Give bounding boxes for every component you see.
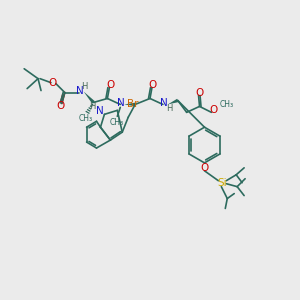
Text: Br: Br [127, 99, 139, 110]
Text: O: O [209, 105, 217, 116]
Text: H: H [166, 104, 172, 113]
Text: H: H [81, 82, 88, 91]
Text: N: N [117, 98, 125, 108]
Text: N: N [76, 85, 83, 96]
Text: Si: Si [218, 178, 227, 188]
Text: O: O [49, 78, 57, 88]
Text: O: O [106, 80, 115, 90]
Polygon shape [168, 99, 178, 104]
Text: N: N [160, 98, 168, 108]
Text: O: O [149, 80, 157, 90]
Polygon shape [124, 103, 135, 106]
Text: O: O [57, 101, 65, 111]
Polygon shape [84, 92, 95, 104]
Text: CH₃: CH₃ [109, 118, 123, 127]
Text: H: H [89, 102, 96, 111]
Text: N: N [96, 106, 103, 116]
Text: CH₃: CH₃ [79, 114, 93, 123]
Text: O: O [200, 163, 208, 173]
Text: CH₃: CH₃ [219, 100, 233, 109]
Text: O: O [195, 88, 204, 98]
